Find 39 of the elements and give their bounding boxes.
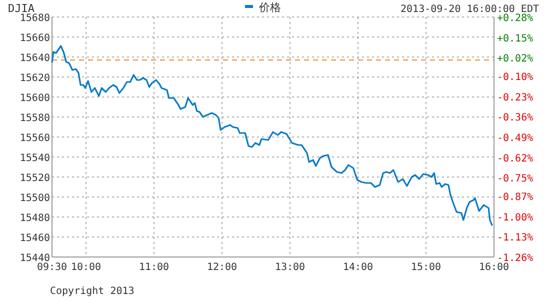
- y2-tick-label: -1.00%: [497, 212, 534, 224]
- x-tick-label: 16:00: [478, 262, 510, 273]
- line-series: [51, 45, 493, 226]
- y-tick-label: 15600: [20, 93, 50, 104]
- y-tick-label: 15660: [20, 33, 50, 44]
- x-tick-label: 12:00: [206, 262, 238, 273]
- y2-tick-label: -1.13%: [497, 232, 534, 244]
- x-tick-label: 14:00: [342, 262, 374, 273]
- y-tick-label: 15520: [20, 173, 50, 184]
- text: 2013-09-20 16:00:00 EDT: [400, 4, 539, 15]
- y2-tick-label: +0.15%: [497, 33, 534, 44]
- y2-tick-label: -0.49%: [497, 133, 534, 144]
- y-tick-label: 15500: [20, 193, 50, 204]
- y-tick-label: 15460: [20, 233, 50, 244]
- y-tick-label: 15480: [20, 213, 50, 224]
- x-tick-label: 13:00: [274, 262, 306, 273]
- x-tick-label: 11:00: [138, 262, 170, 273]
- y2-tick-label: +0.28%: [497, 13, 534, 24]
- y-tick-label: 15440: [20, 253, 50, 264]
- y2-tick-label: -0.62%: [497, 153, 534, 164]
- y-tick-label: 15560: [20, 133, 50, 144]
- y2-tick-label: -0.23%: [497, 92, 534, 104]
- y2-tick-label: -1.26%: [497, 253, 534, 264]
- y2-tick-label: +0.02%: [497, 54, 534, 65]
- y-tick-label: 15640: [20, 53, 50, 64]
- x-tick-label: 09:30: [36, 262, 68, 273]
- y-tick-label: 15580: [20, 113, 50, 124]
- y2-tick-label: -0.75%: [497, 174, 534, 185]
- y-tick-label: 15540: [20, 153, 50, 164]
- y2-tick-label: -0.36%: [497, 112, 534, 124]
- x-tick-label: 10:00: [70, 262, 102, 273]
- legend-label: 价格: [258, 1, 281, 14]
- y2-tick-label: -0.87%: [497, 192, 534, 204]
- y-tick-label: 15680: [20, 13, 50, 24]
- chart-title: DJIA: [8, 2, 35, 15]
- y-tick-label: 15620: [20, 73, 50, 84]
- x-tick-label: 15:00: [410, 262, 442, 273]
- text: Copyright 2013: [50, 286, 134, 297]
- y2-tick-label: -0.10%: [497, 72, 534, 84]
